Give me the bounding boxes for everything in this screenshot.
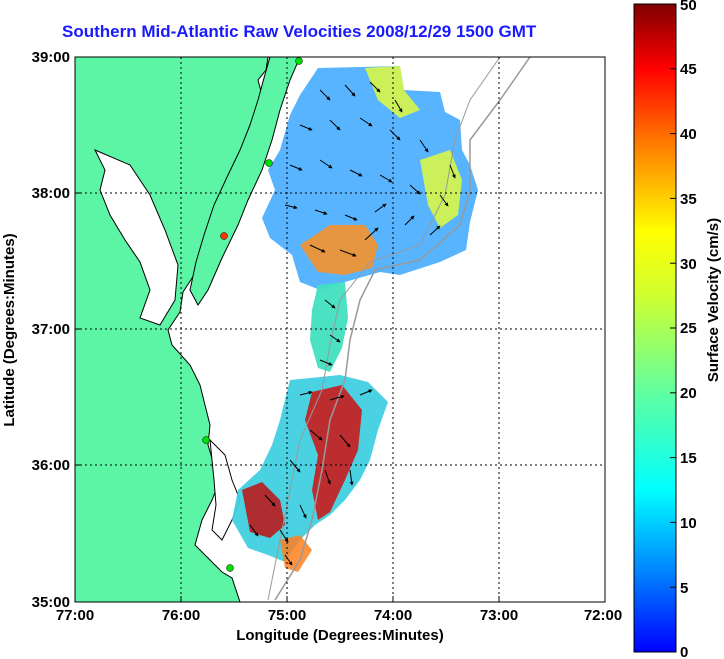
colorbar-tick-label: 0 [680, 644, 688, 659]
y-tick-label: 36:00 [32, 457, 70, 474]
y-tick-label: 37:00 [32, 321, 70, 338]
velocity-hotspot-a [300, 225, 378, 275]
station-marker [226, 564, 234, 572]
y-tick-label: 35:00 [32, 594, 70, 611]
velocity-arrows [249, 81, 456, 566]
colorbar-tick-label: 30 [680, 256, 697, 273]
velocity-hotspot-e [242, 482, 285, 538]
y-tick-label: 39:00 [32, 49, 70, 66]
x-tick-label: 76:00 [162, 607, 200, 624]
grid-lines [75, 57, 605, 602]
colorbar-tick-label: 45 [680, 61, 697, 78]
colorbar-tick-label: 15 [680, 450, 697, 467]
colorbar-tick-label: 35 [680, 191, 697, 208]
colorbar-tick-label: 25 [680, 320, 697, 337]
colorbar-label: Surface Velocity (cm/s) [705, 218, 722, 382]
sound-water [209, 438, 241, 541]
station-marker [295, 57, 303, 65]
velocity-field-north [262, 66, 478, 290]
chesapeake-bay [93, 149, 179, 326]
colorbar-tick-label: 10 [680, 515, 697, 532]
bathymetry-contour-inner [267, 57, 501, 601]
x-tick-label: 75:00 [268, 607, 306, 624]
colorbar-tick-label: 5 [680, 580, 688, 597]
station-marker [265, 159, 273, 167]
bathymetry-contour [274, 57, 531, 601]
colorbar-tick-label: 20 [680, 385, 697, 402]
y-tick-label: 38:00 [32, 185, 70, 202]
map-title: Southern Mid-Atlantic Raw Velocities 200… [62, 22, 537, 41]
peninsula [189, 57, 301, 306]
colorbar-tick-label: 40 [680, 126, 697, 143]
colorbar [633, 3, 677, 653]
x-axis-label: Longitude (Degrees:Minutes) [236, 627, 444, 644]
x-tick-label: 72:00 [584, 607, 622, 624]
colorbar-tick-marks [670, 3, 676, 588]
y-axis-label: Latitude (Degrees:Minutes) [1, 233, 18, 426]
axis-tick-marks [74, 56, 606, 603]
x-tick-label: 73:00 [480, 607, 518, 624]
colorbar-tick-label: 50 [680, 0, 697, 14]
station-marker [202, 436, 210, 444]
x-tick-label: 77:00 [56, 607, 94, 624]
x-tick-label: 74:00 [374, 607, 412, 624]
station-marker-highlight [220, 232, 228, 240]
